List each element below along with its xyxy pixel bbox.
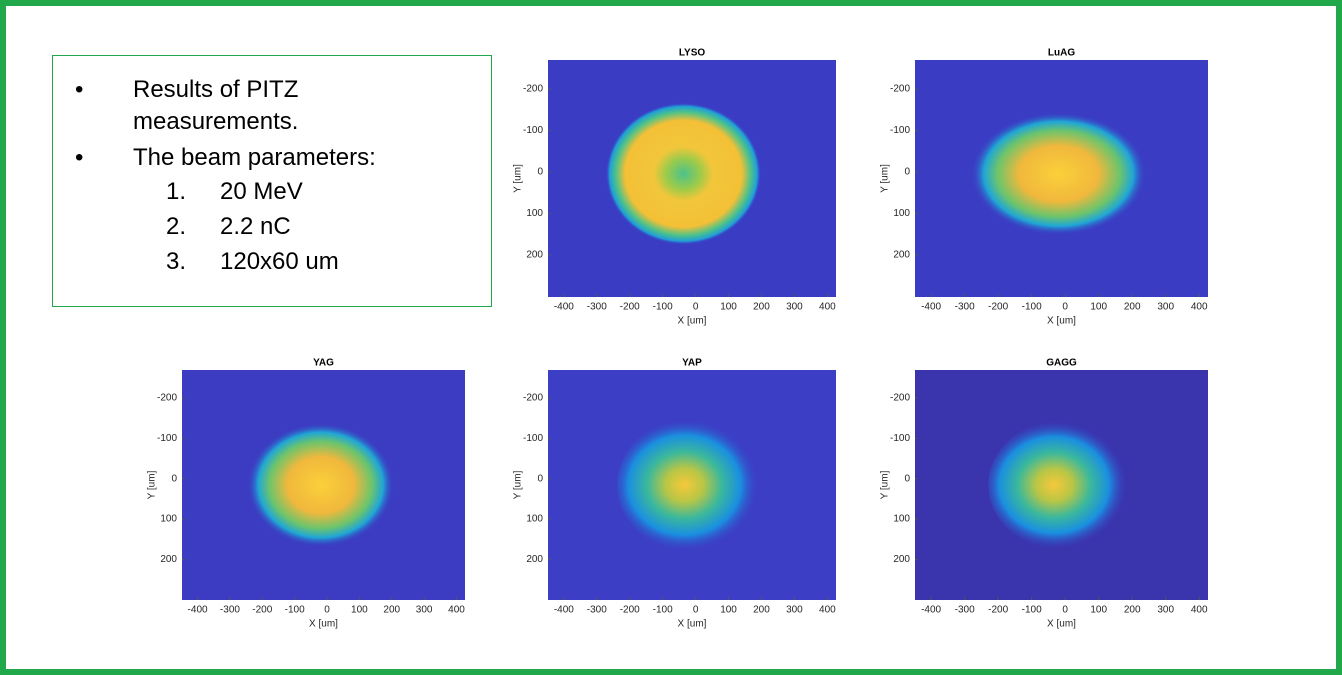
x-tick-label: -100 bbox=[285, 605, 305, 616]
y-tick-label: -100 bbox=[523, 125, 543, 136]
y-tick-label: -200 bbox=[523, 84, 543, 95]
y-tick-label: -100 bbox=[157, 433, 177, 444]
y-tick-label: 0 bbox=[171, 473, 177, 484]
x-tick-label: -400 bbox=[921, 605, 941, 616]
y-tick-label: -200 bbox=[157, 393, 177, 404]
x-tick-label: -200 bbox=[252, 605, 272, 616]
x-tick-label: -400 bbox=[554, 605, 574, 616]
x-tick-label: 300 bbox=[786, 302, 803, 313]
x-tick-label: 300 bbox=[786, 605, 803, 616]
x-tick-label: 0 bbox=[1062, 605, 1068, 616]
y-tick-label: 200 bbox=[526, 250, 543, 261]
y-label: Y [um] bbox=[147, 470, 158, 499]
y-tick-label: 100 bbox=[160, 514, 177, 525]
y-tick-label: 100 bbox=[893, 514, 910, 525]
beam-spot bbox=[971, 112, 1147, 235]
x-tick-label: 400 bbox=[819, 605, 836, 616]
x-tick-label: 300 bbox=[1157, 302, 1174, 313]
y-tick-label: 0 bbox=[904, 167, 910, 178]
x-tick-label: -200 bbox=[988, 302, 1008, 313]
x-tick-label: 300 bbox=[1157, 605, 1174, 616]
x-tick-label: 100 bbox=[1090, 302, 1107, 313]
x-tick-label: -100 bbox=[1022, 302, 1042, 313]
panel-title: GAGG bbox=[1046, 358, 1077, 369]
x-tick-label: -200 bbox=[988, 605, 1008, 616]
x-tick-label: -100 bbox=[1022, 605, 1042, 616]
y-tick-label: 200 bbox=[893, 250, 910, 261]
x-tick-label: -300 bbox=[587, 302, 607, 313]
x-tick-label: -300 bbox=[955, 302, 975, 313]
panel-title: YAP bbox=[682, 358, 702, 369]
plots: LYSO-400-300-200-1000100200300400X [um]-… bbox=[0, 0, 1342, 675]
x-tick-label: 0 bbox=[693, 605, 699, 616]
x-tick-label: -400 bbox=[188, 605, 208, 616]
x-tick-label: 0 bbox=[1062, 302, 1068, 313]
x-tick-label: 0 bbox=[324, 605, 330, 616]
y-tick-label: 200 bbox=[526, 554, 543, 565]
y-tick-label: 100 bbox=[526, 514, 543, 525]
x-tick-label: 400 bbox=[448, 605, 465, 616]
x-tick-label: 200 bbox=[383, 605, 400, 616]
y-label: Y [um] bbox=[513, 470, 524, 499]
beam-spot bbox=[247, 423, 394, 547]
x-tick-label: -400 bbox=[554, 302, 574, 313]
y-label: Y [um] bbox=[513, 164, 524, 193]
y-tick-label: -100 bbox=[890, 433, 910, 444]
x-tick-label: 200 bbox=[1124, 605, 1141, 616]
x-tick-label: -100 bbox=[653, 605, 673, 616]
y-tick-label: 200 bbox=[160, 554, 177, 565]
x-tick-label: -100 bbox=[653, 302, 673, 313]
y-tick-label: -200 bbox=[890, 84, 910, 95]
y-label: Y [um] bbox=[880, 164, 891, 193]
x-tick-label: -300 bbox=[220, 605, 240, 616]
panel-title: LYSO bbox=[679, 48, 706, 59]
x-label: X [um] bbox=[678, 316, 707, 327]
x-label: X [um] bbox=[1047, 619, 1076, 630]
y-tick-label: 0 bbox=[537, 473, 543, 484]
y-tick-label: -200 bbox=[890, 393, 910, 404]
x-tick-label: -200 bbox=[620, 605, 640, 616]
y-tick-label: 100 bbox=[893, 208, 910, 219]
y-tick-label: 100 bbox=[526, 208, 543, 219]
x-tick-label: 400 bbox=[1191, 302, 1208, 313]
x-tick-label: 200 bbox=[753, 605, 770, 616]
beam-spot bbox=[617, 418, 767, 551]
x-tick-label: 300 bbox=[416, 605, 433, 616]
y-tick-label: -200 bbox=[523, 393, 543, 404]
x-tick-label: 0 bbox=[693, 302, 699, 313]
x-tick-label: 100 bbox=[720, 302, 737, 313]
beam-spot bbox=[988, 421, 1135, 550]
y-label: Y [um] bbox=[880, 470, 891, 499]
x-tick-label: 200 bbox=[753, 302, 770, 313]
y-tick-label: 200 bbox=[893, 554, 910, 565]
x-tick-label: -400 bbox=[921, 302, 941, 313]
y-tick-label: 0 bbox=[904, 473, 910, 484]
beam-spot bbox=[606, 103, 762, 245]
slide: {"box": {"bullets": [ {"marker": "•", "t… bbox=[0, 0, 1342, 675]
x-label: X [um] bbox=[309, 619, 338, 630]
y-tick-label: -100 bbox=[523, 433, 543, 444]
x-tick-label: -300 bbox=[587, 605, 607, 616]
x-tick-label: 400 bbox=[819, 302, 836, 313]
x-tick-label: 400 bbox=[1191, 605, 1208, 616]
x-tick-label: 100 bbox=[1090, 605, 1107, 616]
x-label: X [um] bbox=[678, 619, 707, 630]
panel-title: YAG bbox=[313, 358, 334, 369]
x-tick-label: 100 bbox=[351, 605, 368, 616]
x-label: X [um] bbox=[1047, 316, 1076, 327]
y-tick-label: 0 bbox=[537, 167, 543, 178]
x-tick-label: -200 bbox=[620, 302, 640, 313]
x-tick-label: -300 bbox=[955, 605, 975, 616]
x-tick-label: 200 bbox=[1124, 302, 1141, 313]
panel-title: LuAG bbox=[1048, 48, 1075, 59]
x-tick-label: 100 bbox=[720, 605, 737, 616]
y-tick-label: -100 bbox=[890, 125, 910, 136]
